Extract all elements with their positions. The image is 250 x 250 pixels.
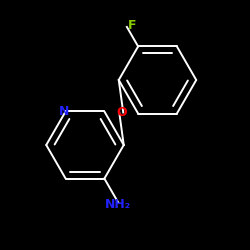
Text: O: O (116, 106, 126, 119)
Text: F: F (128, 19, 136, 32)
Text: NH₂: NH₂ (105, 198, 131, 211)
Text: N: N (59, 105, 70, 118)
